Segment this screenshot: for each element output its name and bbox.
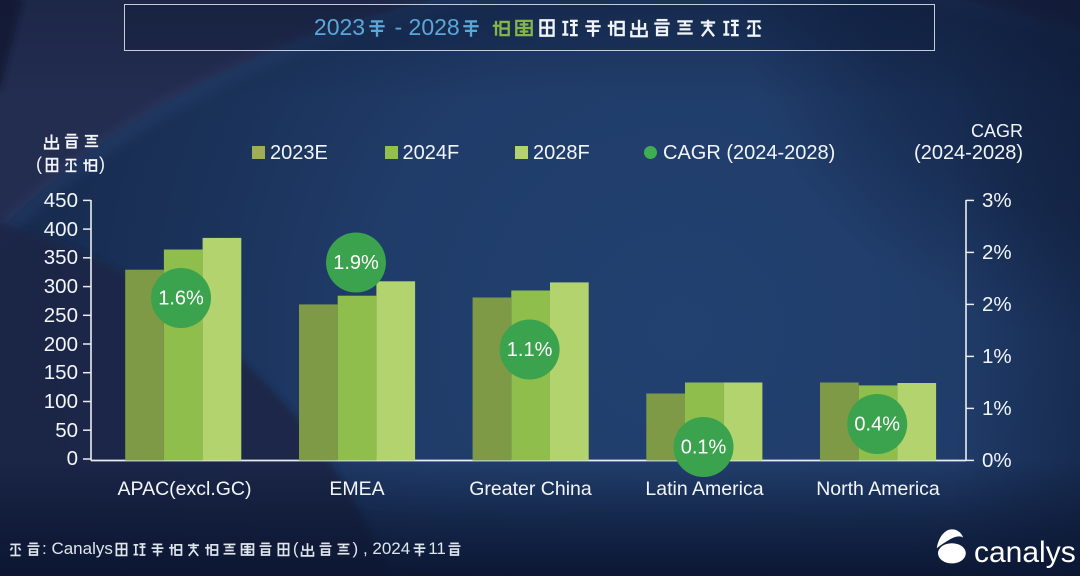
svg-text:1.9%: 1.9% [333,252,379,274]
svg-text:1.6%: 1.6% [158,288,204,310]
svg-text:1.1%: 1.1% [507,339,553,361]
svg-text:canalys: canalys [974,536,1075,569]
svg-text:0.4%: 0.4% [854,414,900,436]
svg-text:0.1%: 0.1% [681,437,727,459]
